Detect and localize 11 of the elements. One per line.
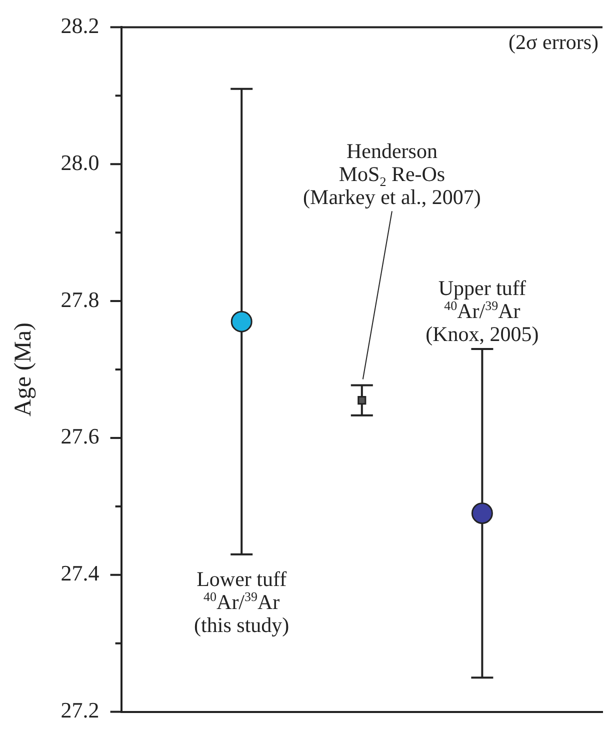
y-tick-label: 28.2 (60, 12, 100, 38)
y-tick-label: 27.4 (60, 560, 100, 586)
point (358, 396, 366, 405)
y-tick-label: 27.8 (60, 286, 100, 312)
annotation: (2σ errors) (508, 30, 599, 54)
y-tick-label: 27.2 (60, 698, 100, 723)
point (471, 502, 493, 524)
y-tick-label: 27.6 (60, 424, 100, 449)
y-axis-title: Age (Ma) (10, 322, 37, 416)
y-tick-label: 28.0 (60, 150, 100, 175)
point (230, 310, 252, 332)
